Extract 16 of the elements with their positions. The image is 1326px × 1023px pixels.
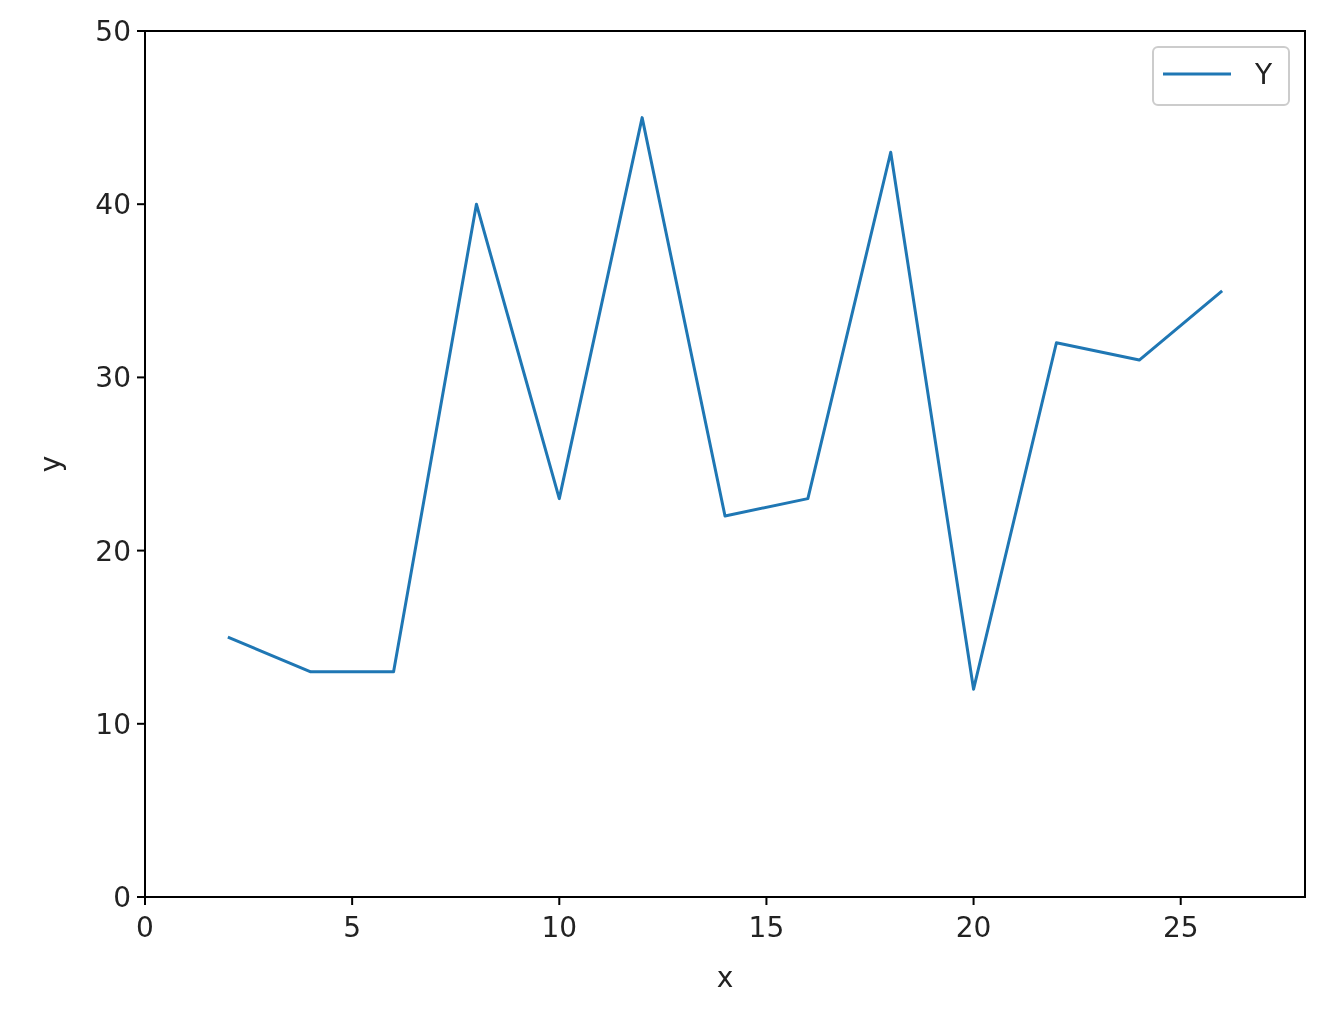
y-tick-label: 10 xyxy=(95,707,131,741)
y-tick-label: 40 xyxy=(95,188,131,222)
x-tick-label: 0 xyxy=(136,911,154,944)
y-tick-label: 20 xyxy=(95,534,131,568)
x-tick-label: 15 xyxy=(748,911,785,944)
x-tick-label: 25 xyxy=(1162,911,1199,944)
x-tick-label: 5 xyxy=(343,911,362,944)
x-axis-title: x xyxy=(716,961,734,994)
legend-label: Y xyxy=(1254,58,1273,91)
x-tick-label: 10 xyxy=(541,911,578,944)
y-tick-label: 0 xyxy=(113,881,131,914)
y-tick-label: 30 xyxy=(95,361,131,395)
line-series xyxy=(226,116,1224,691)
x-tick-label: 20 xyxy=(955,911,992,944)
y-tick-label: 50 xyxy=(95,15,131,48)
y-axis-title: y xyxy=(34,455,67,473)
